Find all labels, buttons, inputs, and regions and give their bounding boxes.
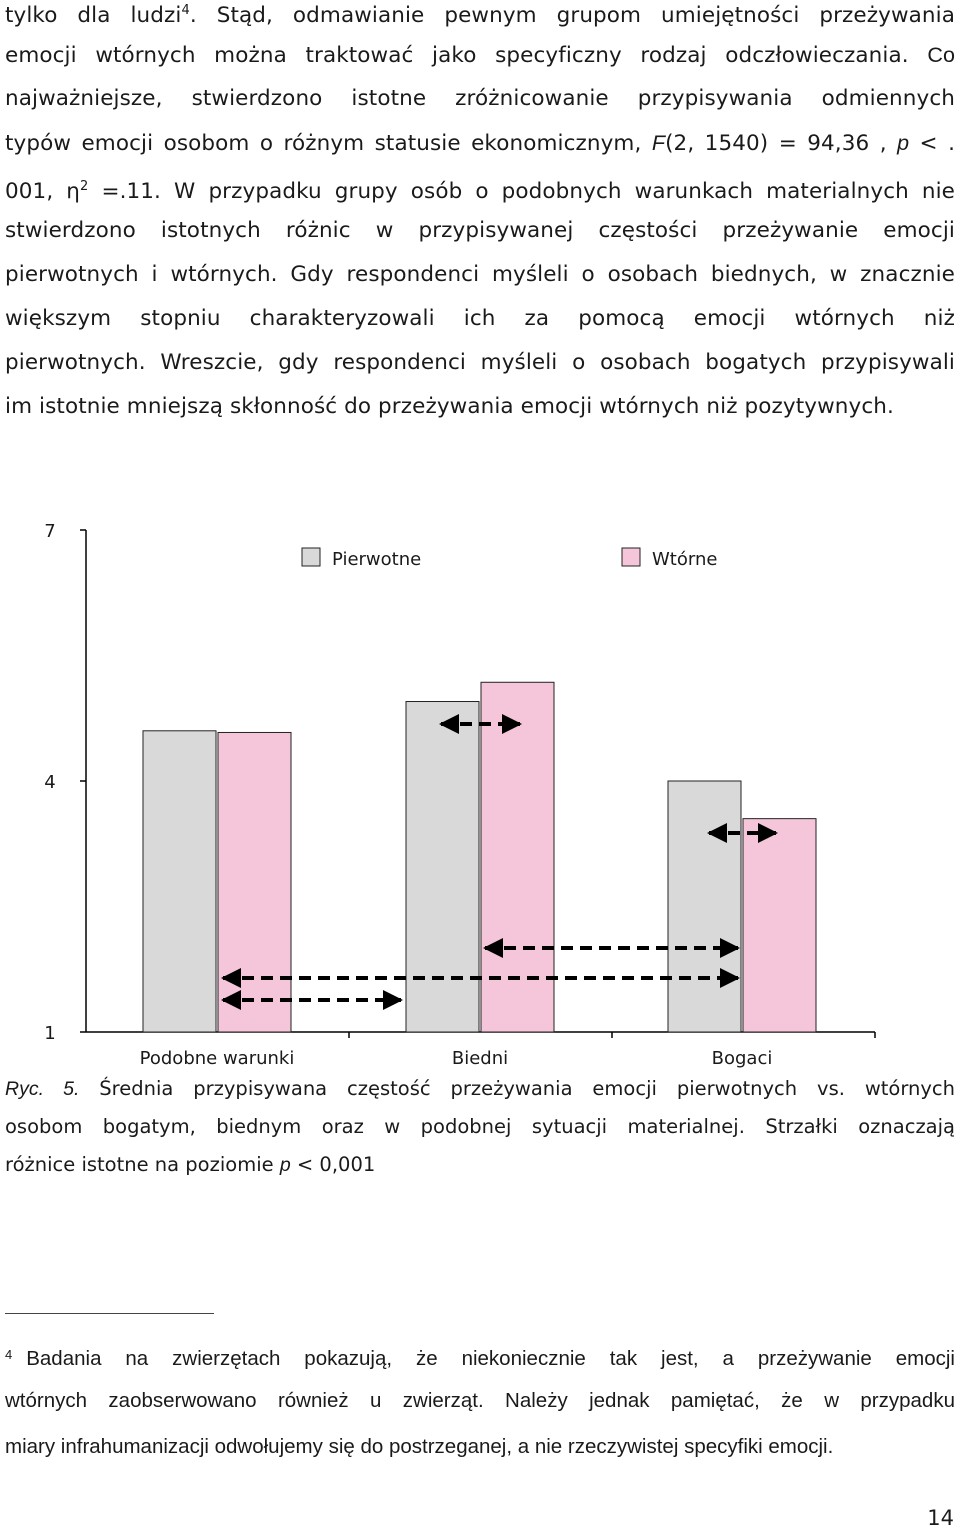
paragraph-line: im istotnie mniejszą skłonność do przeży… (5, 385, 955, 429)
significance-arrows (221, 714, 778, 1010)
chart-legend: Pierwotne Wtórne (301, 547, 717, 570)
text: pierwotnych. Wreszcie, gdy respondenci m… (5, 350, 955, 375)
footnote-line: wtórnych zaobserwowano również u zwierzą… (5, 1378, 955, 1424)
text: Co (927, 43, 955, 67)
paragraph-line: większym stopniu charakteryzowali ich za… (5, 297, 955, 341)
text: osobom bogatym, biednym oraz w podobnej … (5, 1115, 955, 1138)
caption-line: Ryc. 5. Średnia przypisywana częstość pr… (5, 1070, 955, 1108)
legend-label: Wtórne (652, 549, 717, 570)
text: < . (919, 131, 956, 156)
bar (142, 730, 217, 1033)
figure-caption: Ryc. 5. Średnia przypisywana częstość pr… (5, 1070, 955, 1184)
bar (217, 731, 292, 1033)
legend-label: Pierwotne (332, 549, 421, 570)
paragraph-line: typów emocji osobom o różnym statusie ek… (5, 121, 955, 165)
stat-symbol: p (897, 131, 910, 155)
legend-swatch (621, 547, 641, 567)
text: 001, η (5, 179, 81, 204)
text: Badania na zwierzętach pokazują, że niek… (26, 1347, 955, 1370)
paragraph-line: stwierdzono istotnych różnic w przypisyw… (5, 209, 955, 253)
footnote-divider (5, 1313, 214, 1314)
text: najważniejsze, stwierdzono istotne zróżn… (5, 86, 955, 111)
text: im istotnie mniejszą skłonność do przeży… (5, 394, 894, 419)
paragraph-line: tylko dla ludzi4. Stąd, odmawianie pewny… (5, 0, 955, 33)
caption-line: osobom bogatym, biednym oraz w podobnej … (5, 1108, 955, 1146)
text: =.11. (101, 179, 161, 204)
footnote-line: miary infrahumanizacji odwołujemy się do… (5, 1424, 955, 1470)
caption-line: różnice istotne na poziomie p < 0,001 (5, 1146, 955, 1184)
text: większym stopniu charakteryzowali ich za… (5, 306, 955, 331)
text: tylko dla ludzi (5, 3, 182, 28)
page-number: 14 (927, 1506, 954, 1530)
text: miary infrahumanizacji odwołujemy się do… (5, 1435, 834, 1458)
paragraph-line: najważniejsze, stwierdzono istotne zróżn… (5, 77, 955, 121)
footnote-ref[interactable]: 4 (181, 3, 190, 18)
x-tick-label: Biedni (452, 1048, 508, 1069)
paragraph-line: 001, η2 =.11. W przypadku grupy osób o p… (5, 165, 955, 209)
legend-swatch (301, 547, 321, 567)
text: Średnia przypisywana częstość przeżywani… (99, 1077, 956, 1100)
paragraph-line: pierwotnych. Wreszcie, gdy respondenci m… (5, 341, 955, 385)
y-tick-label: 4 (44, 772, 55, 793)
x-tick-label: Bogaci (712, 1048, 773, 1069)
text: typów emocji osobom o różnym statusie ek… (5, 131, 642, 156)
footnote-mark: 4 (5, 1347, 13, 1362)
text: (2, 1540) = 94,36 , (665, 131, 887, 156)
stat-symbol: F (651, 131, 666, 155)
y-tick-label: 1 (44, 1023, 55, 1044)
body-paragraph: tylko dla ludzi4. Stąd, odmawianie pewny… (5, 0, 955, 429)
figure-label: Ryc. 5. (5, 1078, 80, 1100)
bar (405, 701, 480, 1033)
x-tick-label: Podobne warunki (140, 1048, 295, 1069)
text: pierwotnych i wtórnych. Gdy respondenci … (5, 262, 955, 287)
y-tick-label: 7 (44, 521, 55, 542)
superscript: 2 (80, 179, 89, 194)
text: . Stąd, odmawianie pewnym grupom umiejęt… (189, 3, 955, 28)
text: < 0,001 (296, 1153, 376, 1176)
text: różnice istotne na poziomie (5, 1153, 274, 1176)
text: stwierdzono istotnych różnic w przypisyw… (5, 218, 955, 243)
bar-chart: 7 4 1 Podobne warunki Biedni Bogaci Pierwotne… (44, 521, 876, 1069)
paragraph-line: emocji wtórnych można traktować jako spe… (5, 33, 955, 77)
bar (742, 818, 817, 1033)
text: wtórnych zaobserwowano również u zwierzą… (5, 1389, 955, 1412)
text: emocji wtórnych można traktować jako spe… (5, 43, 909, 68)
text: W przypadku grupy osób o podobnych warun… (174, 179, 956, 204)
paragraph-line: pierwotnych i wtórnych. Gdy respondenci … (5, 253, 955, 297)
footnote: 4 Badania na zwierzętach pokazują, że nie… (5, 1332, 955, 1470)
footnote-line: 4 Badania na zwierzętach pokazują, że nie… (5, 1332, 955, 1378)
stat-symbol: p (279, 1154, 291, 1176)
bar (667, 780, 742, 1033)
